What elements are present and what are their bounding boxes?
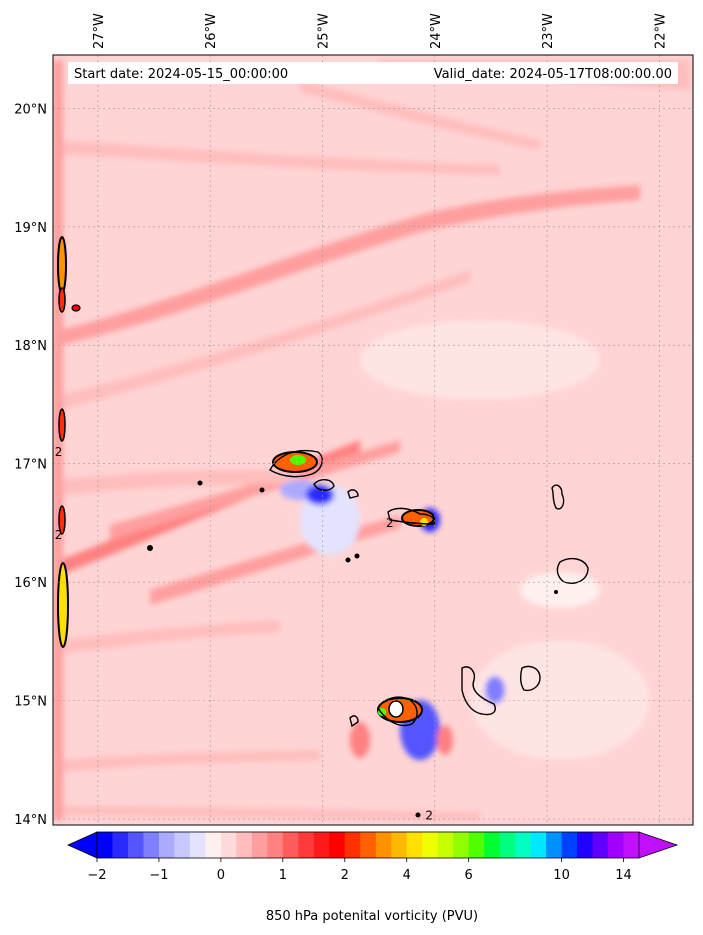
contour-label: 2	[55, 445, 63, 459]
colorbar-segment	[97, 832, 113, 858]
colorbar-segment	[499, 832, 516, 858]
lon-tick-label: 24°W	[429, 13, 444, 49]
colorbar-segment	[437, 832, 454, 858]
colorbar-segment	[577, 832, 594, 858]
colorbar-segment	[313, 832, 330, 858]
colorbar-segment	[143, 832, 160, 858]
colorbar-segment	[391, 832, 408, 858]
lat-tick-label: 20°N	[14, 102, 47, 117]
colorbar-label: 850 hPa potenital vorticity (PVU)	[266, 909, 478, 924]
colorbar-tick-label: 2	[341, 868, 349, 883]
colorbar-tick-label: 4	[403, 868, 411, 883]
colorbar-segment	[127, 832, 144, 858]
colorbar-tick-label: 6	[465, 868, 473, 883]
colorbar-tick-label: 1	[279, 868, 287, 883]
colorbar-frame	[96, 831, 640, 859]
contour-label: 2	[55, 528, 63, 542]
colorbar-tick-label: −1	[149, 868, 168, 883]
colorbar-extend-low	[67, 831, 98, 859]
map-gridlines	[53, 55, 693, 825]
colorbar-segment	[422, 832, 439, 858]
colorbar-segment	[592, 832, 609, 858]
colorbar-segment	[623, 832, 640, 858]
colorbar-segment	[515, 832, 532, 858]
colorbar-tick-label: 0	[217, 868, 225, 883]
lon-tick-label: 22°W	[653, 13, 668, 49]
lat-tick-label: 19°N	[14, 221, 47, 236]
colorbar-segment	[251, 832, 268, 858]
colorbar-segment	[484, 832, 501, 858]
lat-tick-label: 16°N	[14, 576, 47, 591]
lat-tick-label: 17°N	[14, 458, 47, 473]
pv-maxima	[57, 236, 558, 818]
colorbar-segment	[546, 832, 563, 858]
start-date-label: Start date: 2024-05-15_00:00:00	[74, 67, 288, 82]
colorbar-tick-label: 10	[553, 868, 570, 883]
colorbar-segment	[375, 832, 392, 858]
contour-label: 2	[425, 809, 433, 823]
colorbar-segment	[267, 832, 284, 858]
colorbar-segment	[453, 832, 470, 858]
colorbar-segment	[205, 832, 222, 858]
colorbar-segment	[298, 832, 315, 858]
colorbar-segment	[112, 832, 129, 858]
coastlines	[269, 449, 589, 728]
colorbar-segment	[344, 832, 361, 858]
colorbar-segment	[406, 832, 423, 858]
colorbar-segment	[360, 832, 377, 858]
lon-tick-label: 26°W	[204, 13, 219, 49]
lon-tick-label: 23°W	[541, 13, 556, 49]
colorbar-segment	[189, 832, 206, 858]
colorbar-segment	[561, 832, 578, 858]
colorbar-tick-label: −2	[87, 868, 106, 883]
lon-tick-label: 25°W	[316, 13, 331, 49]
colorbar-segment	[282, 832, 299, 858]
map-panel: 2 2 2 2 Start date: 2024-05-15_00:00:00 Val…	[53, 55, 693, 825]
valid-date-label: Valid_date: 2024-05-17T08:00:00.00	[434, 67, 672, 82]
colorbar-segment	[158, 832, 175, 858]
colorbar-segment	[174, 832, 191, 858]
lat-tick-label: 18°N	[14, 339, 47, 354]
contour-label: 2	[386, 516, 394, 530]
colorbar-segment	[329, 832, 346, 858]
header-box	[68, 62, 678, 84]
map-frame	[52, 54, 694, 826]
colorbar: −2 −1 0 1 2 4 6 10 14	[67, 831, 679, 883]
colorbar-segment	[236, 832, 253, 858]
lat-tick-label: 15°N	[14, 695, 47, 710]
colorbar-segment	[530, 832, 547, 858]
latitude-axis: 20°N 19°N 18°N 17°N 16°N 15°N 14°N	[14, 102, 47, 828]
colorbar-segment	[468, 832, 485, 858]
lat-tick-label: 14°N	[14, 813, 47, 828]
colorbar-extend-high	[638, 831, 679, 859]
longitude-axis: 27°W 26°W 25°W 24°W 23°W 22°W	[92, 13, 668, 49]
lon-tick-label: 27°W	[92, 13, 107, 49]
colorbar-segment	[220, 832, 237, 858]
colorbar-segment	[608, 832, 625, 858]
contour-labels: 2 2 2 2	[55, 445, 433, 823]
colorbar-tick-label: 14	[615, 868, 632, 883]
